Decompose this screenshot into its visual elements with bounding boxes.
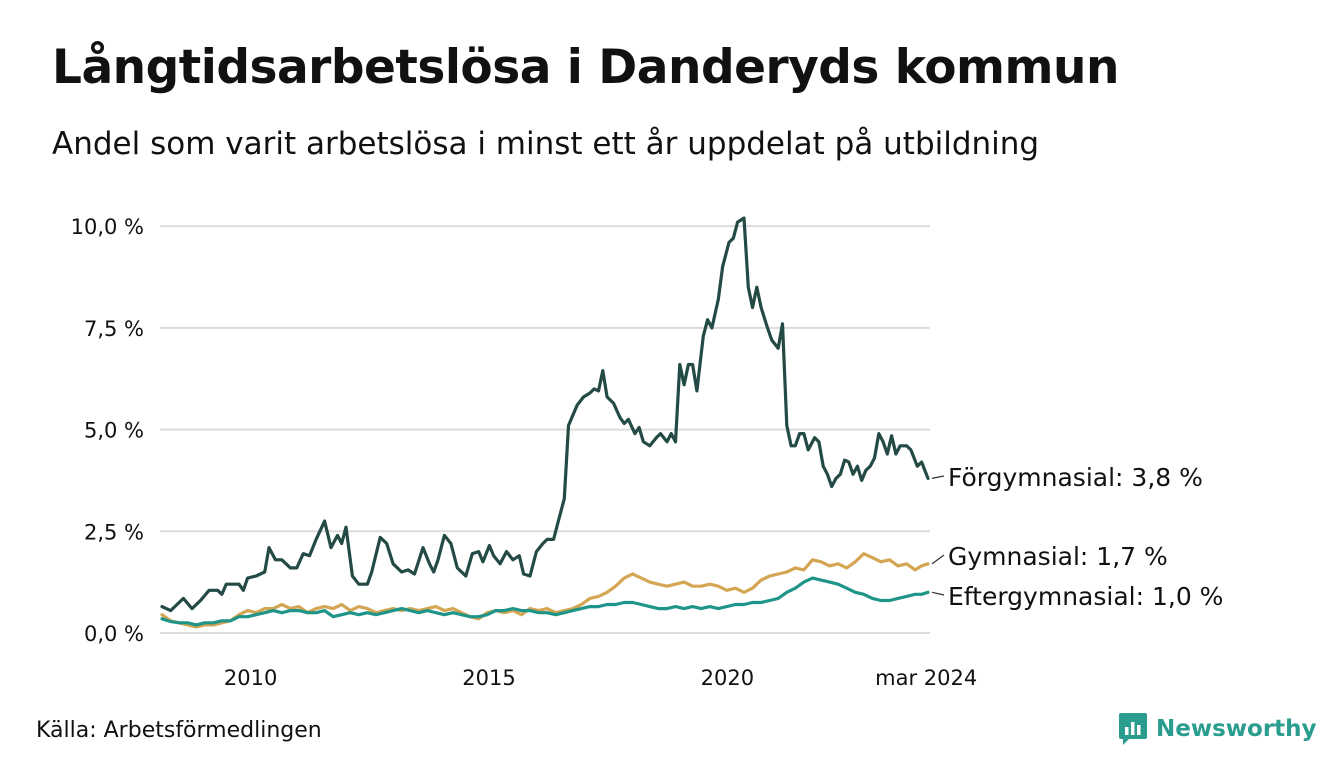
- series-label-leader: [931, 591, 945, 596]
- x-tick-label: mar 2024: [875, 666, 977, 690]
- y-tick-label: 5,0 %: [84, 419, 144, 443]
- series-label-leader: [931, 475, 945, 479]
- series-line-eftergymnasial: [160, 576, 930, 627]
- y-tick-label: 7,5 %: [84, 317, 144, 341]
- series-end-label: Eftergymnasial: 1,0 %: [948, 582, 1223, 611]
- series-line-gymnasial: [160, 552, 930, 629]
- x-tick-label: 2015: [462, 666, 515, 690]
- y-tick-label: 0,0 %: [84, 622, 144, 646]
- series-end-label: Förgymnasial: 3,8 %: [948, 463, 1203, 492]
- y-tick-label: 10,0 %: [71, 215, 144, 239]
- chart-subtitle: Andel som varit arbetslösa i minst ett å…: [52, 126, 1040, 162]
- x-tick-label: 2010: [224, 666, 277, 690]
- series-end-label: Gymnasial: 1,7 %: [948, 542, 1168, 571]
- brand-name: Newsworthy: [1156, 716, 1317, 742]
- x-tick-label: 2020: [701, 666, 754, 690]
- brand-logo: Newsworthy: [1118, 712, 1317, 746]
- y-tick-label: 2,5 %: [84, 520, 144, 544]
- series-label-leader: [931, 554, 945, 565]
- source-note: Källa: Arbetsförmedlingen: [36, 718, 322, 743]
- chart-title: Långtidsarbetslösa i Danderyds kommun: [52, 40, 1119, 95]
- newsworthy-logo-icon: [1119, 713, 1147, 745]
- series-line-förgymnasial: [160, 216, 930, 613]
